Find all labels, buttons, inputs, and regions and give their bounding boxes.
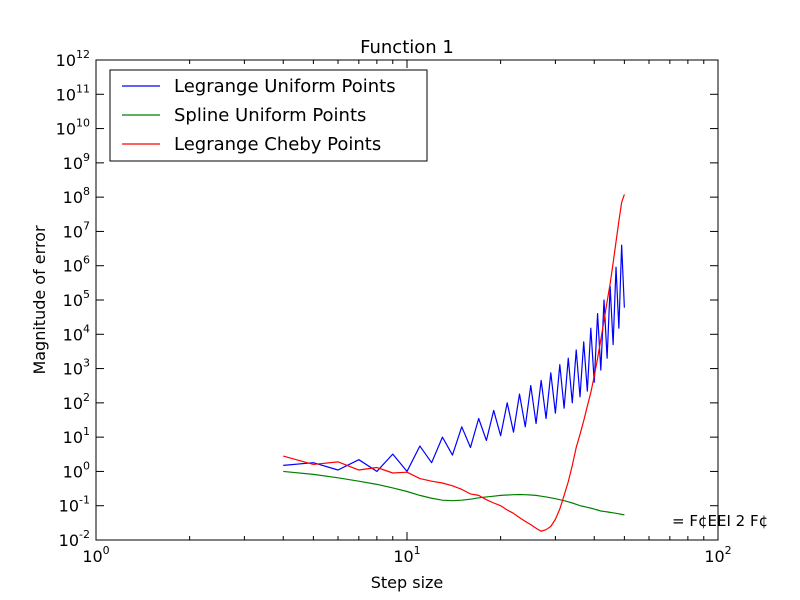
y-tick-label: 105 <box>63 288 90 310</box>
series-line-3 <box>283 194 625 532</box>
y-tick-label: 1012 <box>56 48 90 70</box>
y-axis-label: Magnitude of error <box>30 225 49 375</box>
annotation-text: = F¢EEI 2 F¢ <box>672 512 768 530</box>
y-tick-label: 100 <box>63 459 90 481</box>
y-tick-label: 107 <box>63 219 90 241</box>
y-tick-label: 1011 <box>56 82 90 104</box>
x-tick-label: 102 <box>704 544 731 566</box>
y-tick-label: 101 <box>63 425 90 447</box>
y-tick-label: 10-1 <box>59 494 90 516</box>
series-group <box>283 194 625 532</box>
y-tick-label: 109 <box>63 151 90 173</box>
x-tick-label: 100 <box>82 544 109 566</box>
y-tick-label: 102 <box>63 391 90 413</box>
y-tick-label: 10-2 <box>59 528 90 550</box>
x-tick-label: 101 <box>393 544 420 566</box>
x-axis-label: Step size <box>371 573 444 592</box>
legend-label-3: Legrange Cheby Points <box>174 134 381 155</box>
y-tick-label: 108 <box>63 185 90 207</box>
legend-label-1: Legrange Uniform Points <box>174 76 396 97</box>
chart-title: Function 1 <box>360 37 454 58</box>
series-line-1 <box>283 244 625 473</box>
y-tick-label: 1010 <box>56 117 90 139</box>
axis-ticks: 100 101 102 10-2 10-1 100 101 102 103 104 105 106 10… <box>56 48 732 566</box>
legend: Legrange Uniform Points Spline Uniform Po… <box>109 69 428 162</box>
series-line-2 <box>283 470 625 516</box>
y-tick-label: 103 <box>63 357 90 379</box>
y-tick-label: 104 <box>63 322 90 344</box>
legend-box <box>109 69 428 162</box>
legend-label-2: Spline Uniform Points <box>174 105 366 126</box>
y-tick-label: 106 <box>63 254 90 276</box>
